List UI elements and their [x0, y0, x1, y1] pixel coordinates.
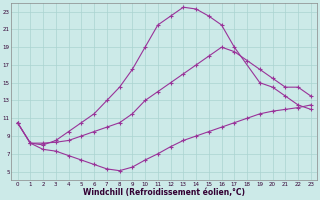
X-axis label: Windchill (Refroidissement éolien,°C): Windchill (Refroidissement éolien,°C) [83, 188, 245, 197]
